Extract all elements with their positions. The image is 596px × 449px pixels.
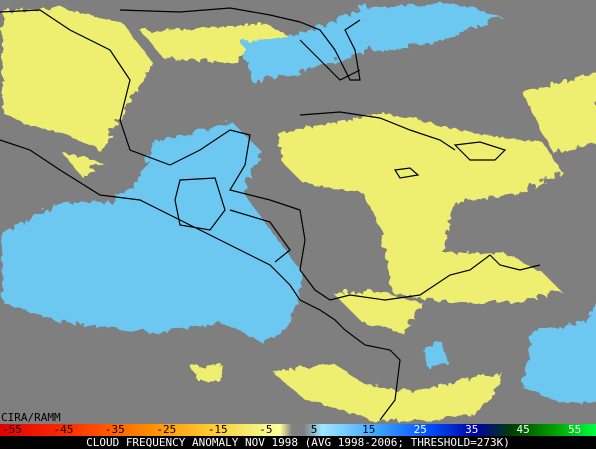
color-bar-label: 15 xyxy=(362,423,375,436)
color-bar-label: -15 xyxy=(208,423,228,436)
color-bar-label: -55 xyxy=(2,423,22,436)
color-bar-label: -45 xyxy=(53,423,73,436)
color-bar-label: 35 xyxy=(465,423,478,436)
color-bar-label: -35 xyxy=(105,423,125,436)
coastlines xyxy=(0,7,541,421)
color-bar-labels: -55 -45 -35 -25 -15 -5 5 15 25 35 45 55 xyxy=(2,423,581,436)
title-strip xyxy=(0,436,596,449)
credit-label: CIRA/RAMM xyxy=(1,411,61,424)
color-bar-label: 25 xyxy=(414,423,427,436)
blue-anomaly-areas xyxy=(0,0,596,400)
legend-title: CLOUD FREQUENCY ANOMALY NOV 1998 (AVG 19… xyxy=(86,436,510,449)
color-bar xyxy=(0,424,596,436)
yellow-anomaly-areas xyxy=(0,5,596,418)
color-bar-label: -25 xyxy=(156,423,176,436)
color-bar-label: 5 xyxy=(311,423,318,436)
color-bar-label: 45 xyxy=(517,423,530,436)
color-bar-label: 55 xyxy=(568,423,581,436)
color-bar-label: -5 xyxy=(259,423,272,436)
